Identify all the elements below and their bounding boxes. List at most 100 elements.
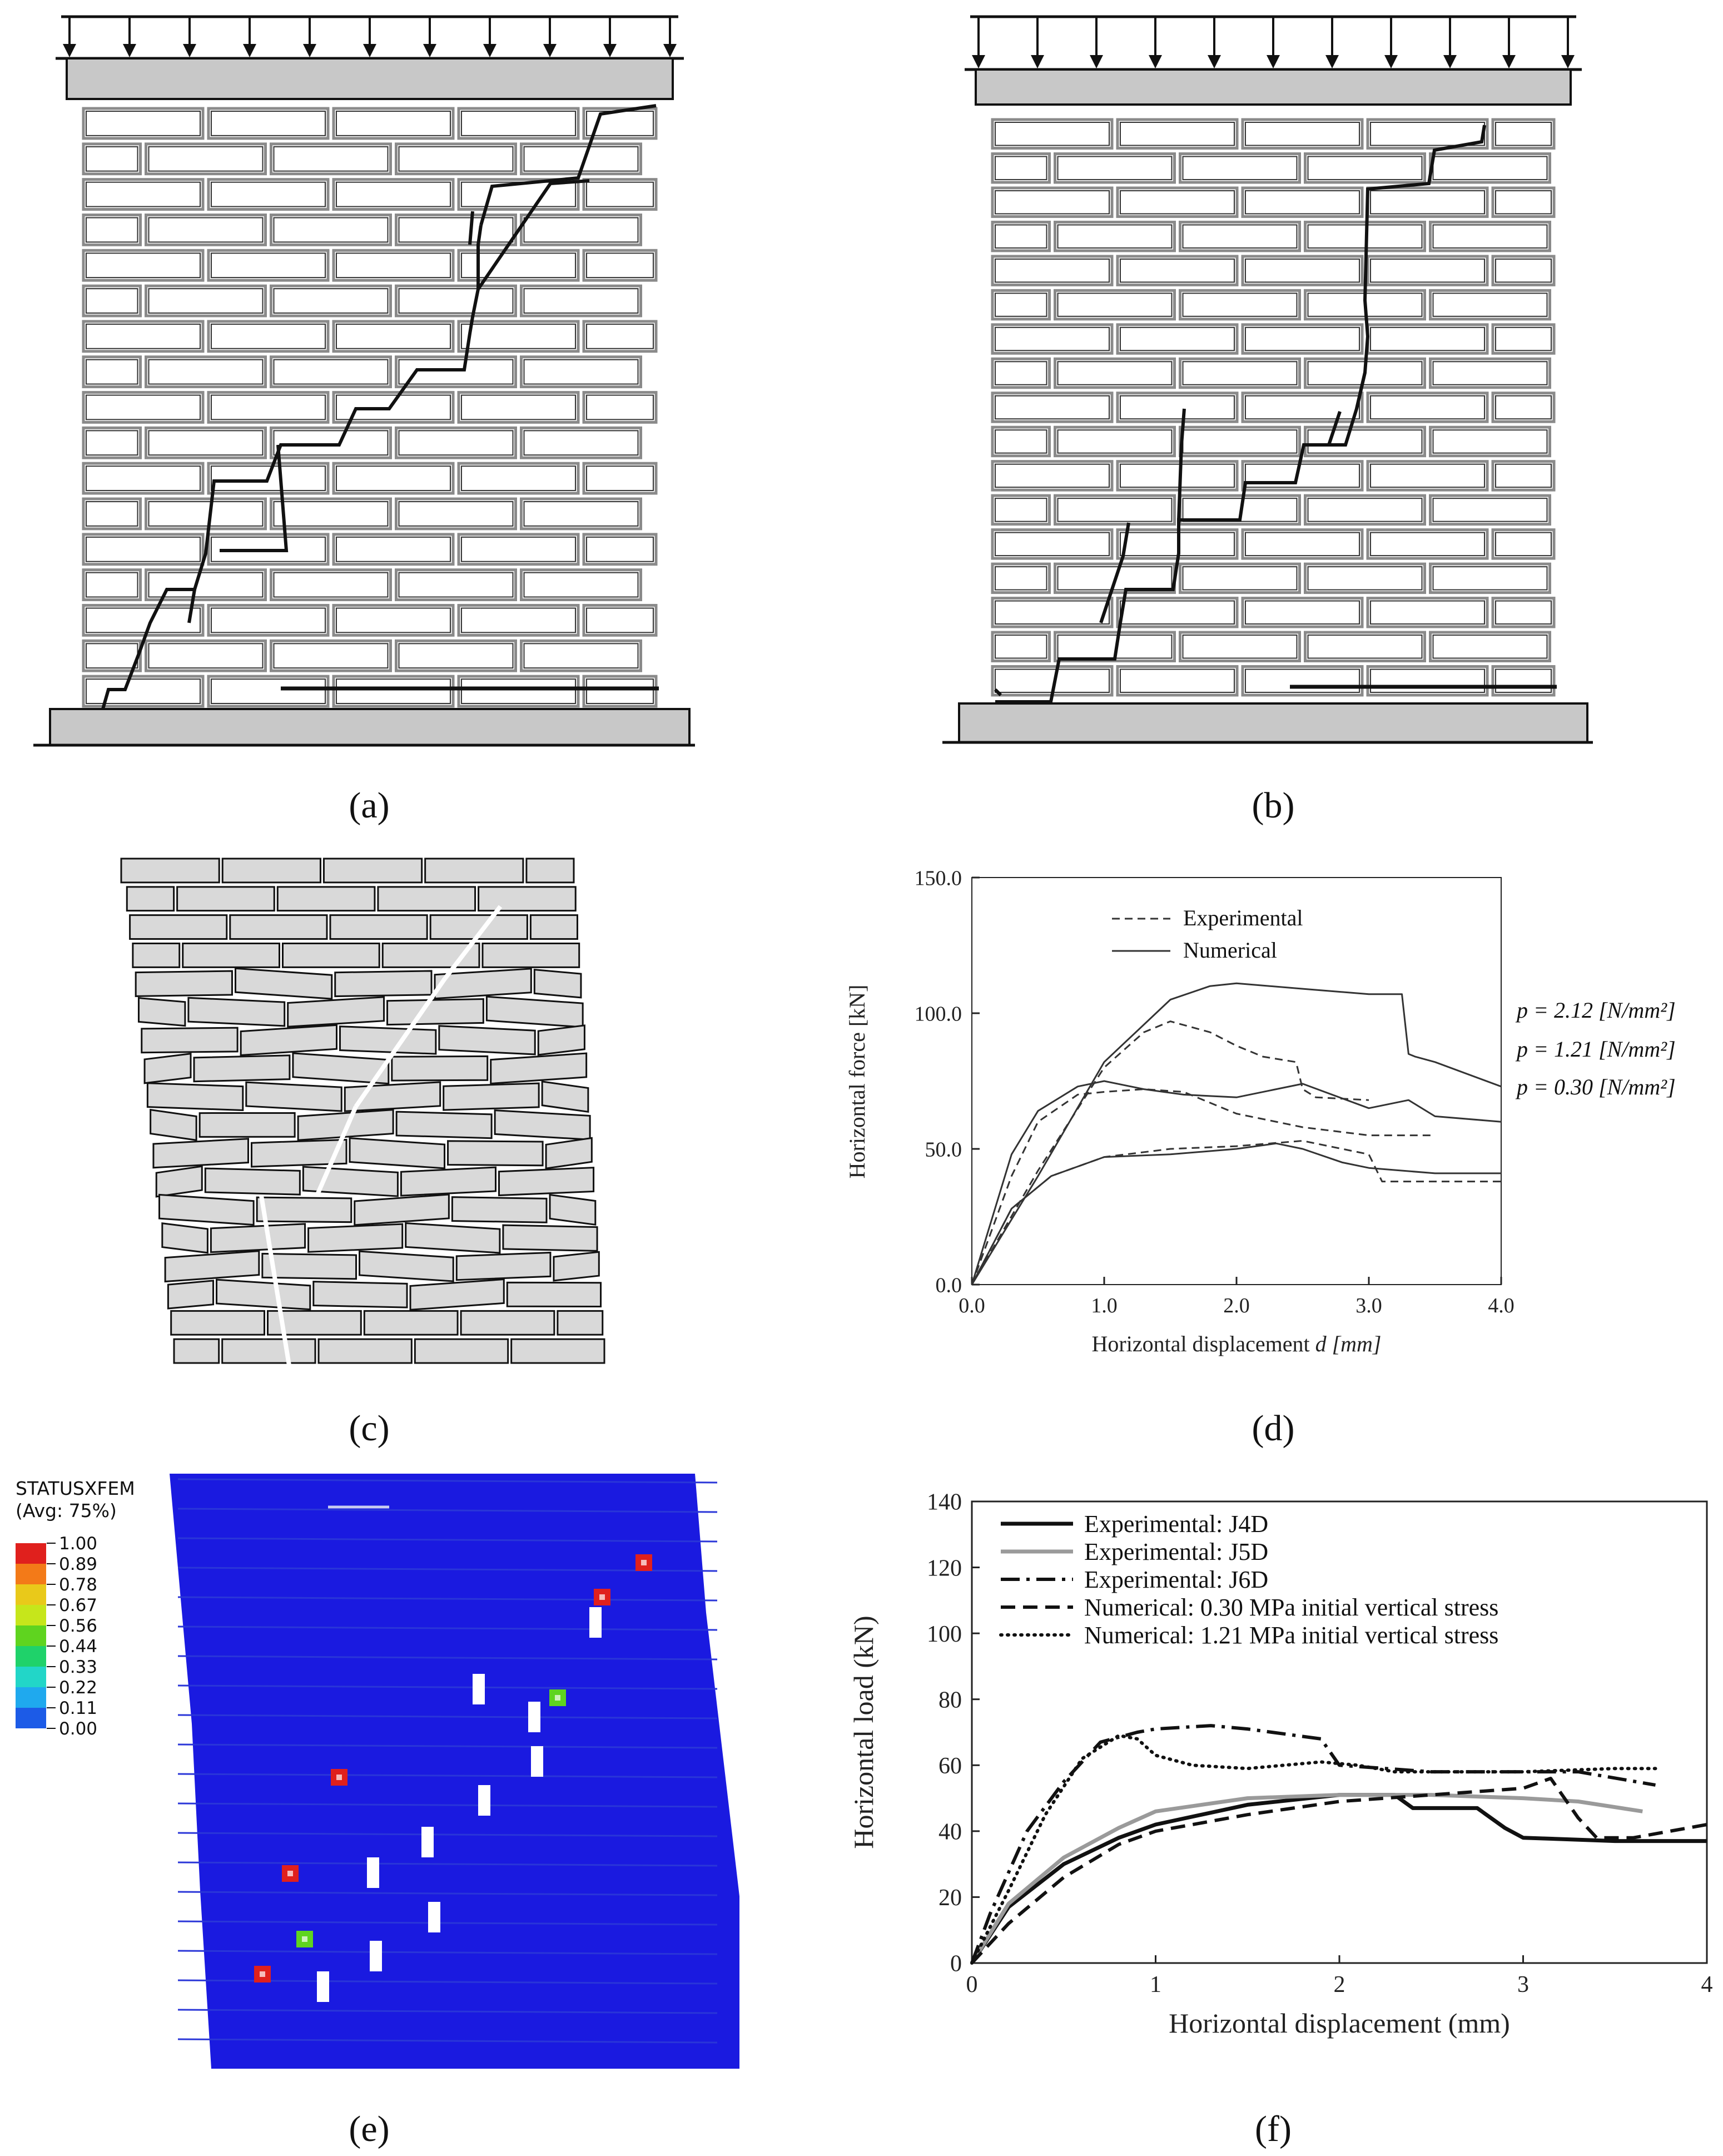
- brick-inner: [1432, 429, 1548, 454]
- contour-level: 0.78: [59, 1575, 97, 1595]
- brick-inner: [1432, 498, 1548, 522]
- block: [553, 1251, 600, 1282]
- brick: [520, 355, 642, 389]
- brick-inner: [1057, 156, 1173, 180]
- brick: [991, 562, 1051, 594]
- block: [164, 1250, 260, 1283]
- brick: [520, 213, 642, 246]
- brick: [457, 533, 580, 566]
- block: [307, 1223, 404, 1253]
- brick: [82, 533, 205, 566]
- series-line-4: [971, 1080, 1502, 1285]
- contour-title: STATUSXFEM: [16, 1478, 135, 1499]
- brick: [270, 142, 392, 176]
- brick-inner: [586, 394, 654, 420]
- brick: [207, 604, 330, 637]
- brick-inner: [1182, 224, 1298, 249]
- brick-inner: [1370, 532, 1485, 557]
- block: [176, 886, 275, 912]
- brick-inner: [461, 607, 576, 633]
- block: [126, 886, 175, 912]
- y-tick-label: 50.0: [925, 1138, 962, 1161]
- y-tick-label: 60: [939, 1753, 962, 1779]
- brick-inner: [86, 111, 201, 136]
- brick-inner: [1370, 258, 1485, 283]
- mesh-joint: [177, 1714, 718, 1719]
- brick: [395, 639, 517, 672]
- top-beam: [66, 57, 674, 100]
- brick-inner: [86, 146, 138, 172]
- mesh-joint: [177, 1950, 718, 1955]
- brick: [991, 528, 1114, 560]
- brick: [145, 213, 267, 246]
- brick: [82, 178, 205, 211]
- brick-inner: [1120, 258, 1235, 283]
- brick-inner: [1057, 293, 1173, 317]
- brick: [1304, 562, 1426, 594]
- brick-inner: [336, 678, 451, 705]
- brick-inner: [336, 323, 451, 349]
- block: [150, 1108, 197, 1141]
- brick-inner: [461, 465, 576, 492]
- mesh-joint: [177, 1832, 718, 1837]
- legend-label-4: Numerical: 0.30 MPa initial vertical str…: [1084, 1594, 1498, 1621]
- block: [329, 914, 428, 940]
- block: [391, 1055, 489, 1082]
- brick-inner: [461, 678, 576, 705]
- brick-inner: [1245, 326, 1360, 351]
- brick-inner: [995, 190, 1110, 215]
- brick: [332, 249, 455, 282]
- block: [204, 1167, 301, 1196]
- block: [414, 1338, 509, 1364]
- y-tick-label: 0: [950, 1951, 962, 1977]
- block: [498, 1167, 595, 1197]
- y-axis-label: Horizontal load (kN): [848, 1615, 879, 1848]
- brick-inner: [586, 323, 654, 349]
- x-tick-label: 3.0: [1355, 1294, 1382, 1317]
- brick-inner: [1182, 566, 1298, 591]
- brick-inner: [586, 181, 654, 207]
- brick: [207, 178, 330, 211]
- brick: [1491, 118, 1556, 150]
- brick: [1366, 186, 1489, 218]
- contour-level: 0.33: [59, 1657, 97, 1677]
- x-tick-label: 4.0: [1488, 1294, 1515, 1317]
- brick: [1241, 391, 1364, 423]
- block: [210, 1223, 306, 1253]
- load-arrow-head: [1267, 55, 1280, 68]
- brick-inner: [148, 430, 264, 456]
- brick: [1491, 460, 1556, 492]
- x-axis-label-main: Horizontal displacement: [1092, 1331, 1315, 1356]
- brick-inner: [1245, 190, 1360, 215]
- brick: [332, 107, 455, 140]
- brick-inner: [1245, 122, 1360, 146]
- brick: [1429, 152, 1551, 184]
- brick: [395, 213, 517, 246]
- brick: [1179, 289, 1301, 321]
- brick-inner: [1120, 326, 1235, 351]
- brick-inner: [336, 607, 451, 633]
- load-arrow-head: [63, 44, 76, 57]
- brick-inner: [148, 288, 264, 314]
- load-arrow-head: [1149, 55, 1162, 68]
- brick: [1429, 357, 1551, 389]
- block: [120, 858, 220, 884]
- brick: [1116, 597, 1239, 628]
- brick: [82, 497, 142, 531]
- brick: [1491, 665, 1556, 697]
- brick-inner: [273, 217, 389, 243]
- brick: [1241, 255, 1364, 286]
- block: [250, 1138, 347, 1168]
- block: [537, 1024, 585, 1056]
- brick: [991, 186, 1114, 218]
- block: [132, 943, 181, 968]
- load-arrow-head: [183, 44, 196, 57]
- brick-inner: [1495, 532, 1552, 557]
- brick-inner: [86, 217, 138, 243]
- brick-inner: [1057, 224, 1173, 249]
- block: [256, 1196, 352, 1223]
- brick: [270, 284, 392, 318]
- series-line-6: [971, 1142, 1501, 1285]
- contour-swatch: [16, 1708, 46, 1728]
- mesh-joint: [177, 1684, 718, 1690]
